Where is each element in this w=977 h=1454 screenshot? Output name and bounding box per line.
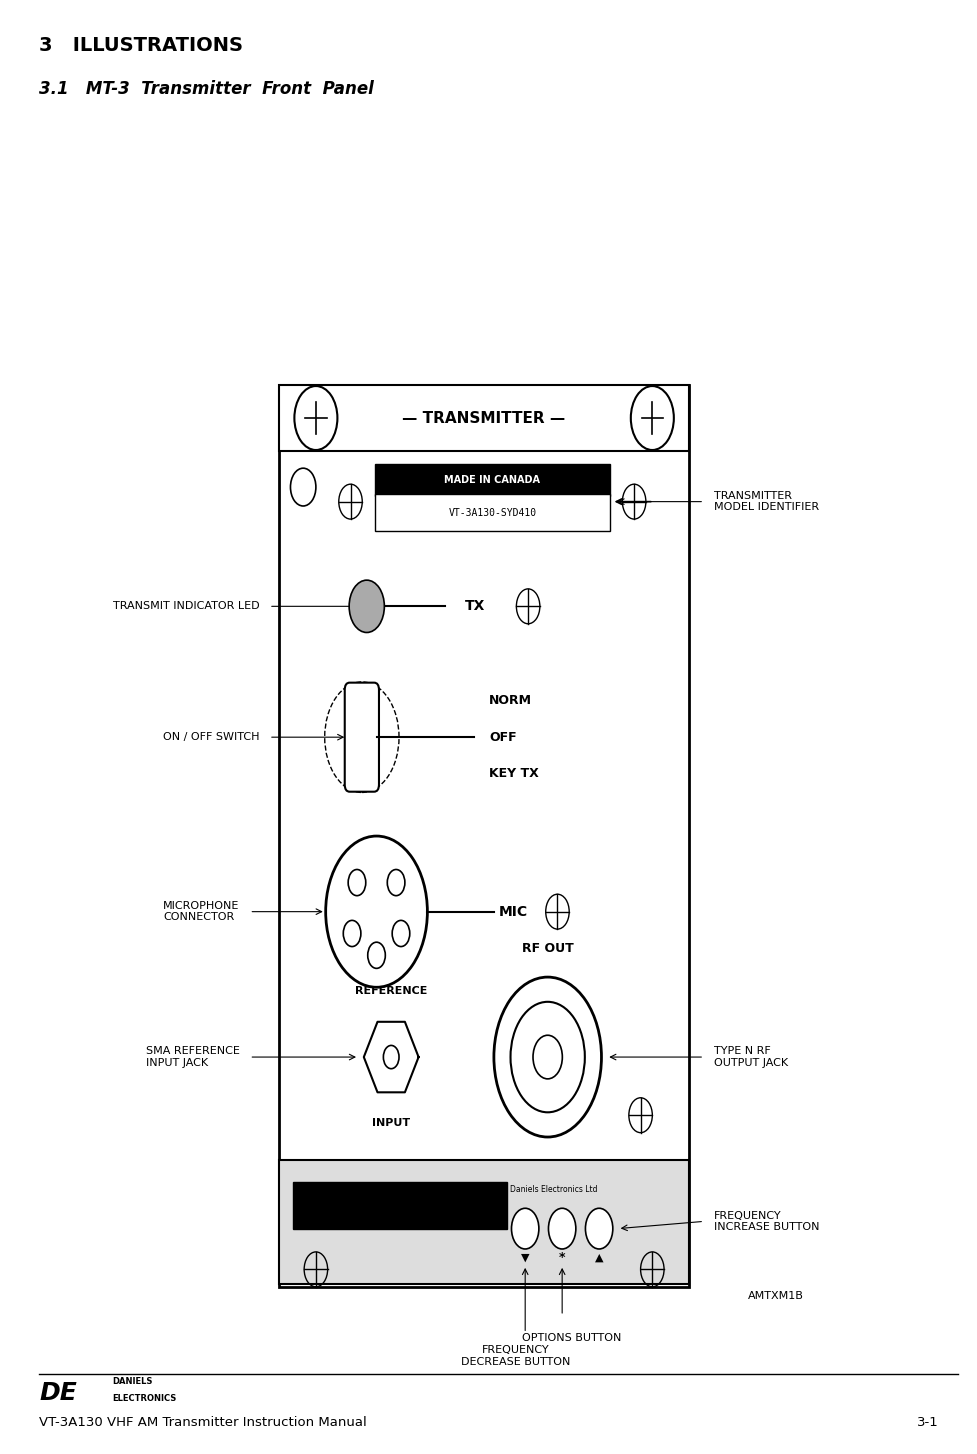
Bar — [278, 1160, 689, 1284]
Text: FREQUENCY
DECREASE BUTTON: FREQUENCY DECREASE BUTTON — [460, 1345, 570, 1367]
Text: VT-3A130 VHF AM Transmitter Instruction Manual: VT-3A130 VHF AM Transmitter Instruction … — [39, 1416, 366, 1428]
Text: FREQUENCY
INCREASE BUTTON: FREQUENCY INCREASE BUTTON — [713, 1211, 819, 1232]
Text: OPTIONS BUTTON: OPTIONS BUTTON — [522, 1333, 621, 1343]
Circle shape — [349, 580, 384, 632]
Bar — [278, 385, 689, 451]
Circle shape — [548, 1208, 575, 1249]
Text: MIC: MIC — [498, 904, 528, 919]
Text: ▼: ▼ — [521, 1253, 529, 1262]
Text: *: * — [558, 1252, 565, 1264]
Text: MADE IN CANADA: MADE IN CANADA — [444, 475, 539, 484]
Text: TX: TX — [464, 599, 485, 614]
Text: DE: DE — [39, 1381, 77, 1405]
Text: 3   ILLUSTRATIONS: 3 ILLUSTRATIONS — [39, 36, 243, 55]
Circle shape — [585, 1208, 613, 1249]
Text: — TRANSMITTER —: — TRANSMITTER — — [403, 410, 565, 426]
Circle shape — [510, 1002, 584, 1112]
Bar — [374, 464, 609, 496]
Text: REFERENCE: REFERENCE — [355, 986, 427, 996]
Text: TRANSMITTER
MODEL IDENTIFIER: TRANSMITTER MODEL IDENTIFIER — [713, 491, 818, 512]
Text: Daniels Electronics Ltd: Daniels Electronics Ltd — [510, 1185, 597, 1194]
Text: ON / OFF SWITCH: ON / OFF SWITCH — [162, 733, 259, 742]
Text: DANIELS: DANIELS — [112, 1377, 152, 1386]
FancyBboxPatch shape — [344, 683, 378, 791]
Bar — [293, 1182, 506, 1229]
Text: TRANSMIT INDICATOR LED: TRANSMIT INDICATOR LED — [112, 602, 259, 611]
Text: SMA REFERENCE
INPUT JACK: SMA REFERENCE INPUT JACK — [146, 1047, 239, 1067]
Circle shape — [511, 1208, 538, 1249]
Bar — [278, 385, 689, 1287]
Text: 3.1   MT-3  Transmitter  Front  Panel: 3.1 MT-3 Transmitter Front Panel — [39, 80, 373, 97]
Text: 3-1: 3-1 — [916, 1416, 938, 1428]
Text: ELECTRONICS: ELECTRONICS — [112, 1394, 177, 1403]
Bar — [374, 494, 609, 531]
Text: MICROPHONE
CONNECTOR: MICROPHONE CONNECTOR — [163, 901, 239, 922]
Text: INPUT: INPUT — [372, 1118, 409, 1128]
Text: RF OUT: RF OUT — [522, 942, 573, 955]
Text: KEY TX: KEY TX — [488, 768, 538, 779]
Text: OFF: OFF — [488, 731, 516, 743]
Text: VT-3A130-SYD410: VT-3A130-SYD410 — [447, 509, 535, 518]
Text: TYPE N RF
OUTPUT JACK: TYPE N RF OUTPUT JACK — [713, 1047, 787, 1067]
Text: NORM: NORM — [488, 695, 531, 707]
Text: ▲: ▲ — [594, 1253, 603, 1262]
Text: AMTXM1B: AMTXM1B — [747, 1291, 803, 1301]
